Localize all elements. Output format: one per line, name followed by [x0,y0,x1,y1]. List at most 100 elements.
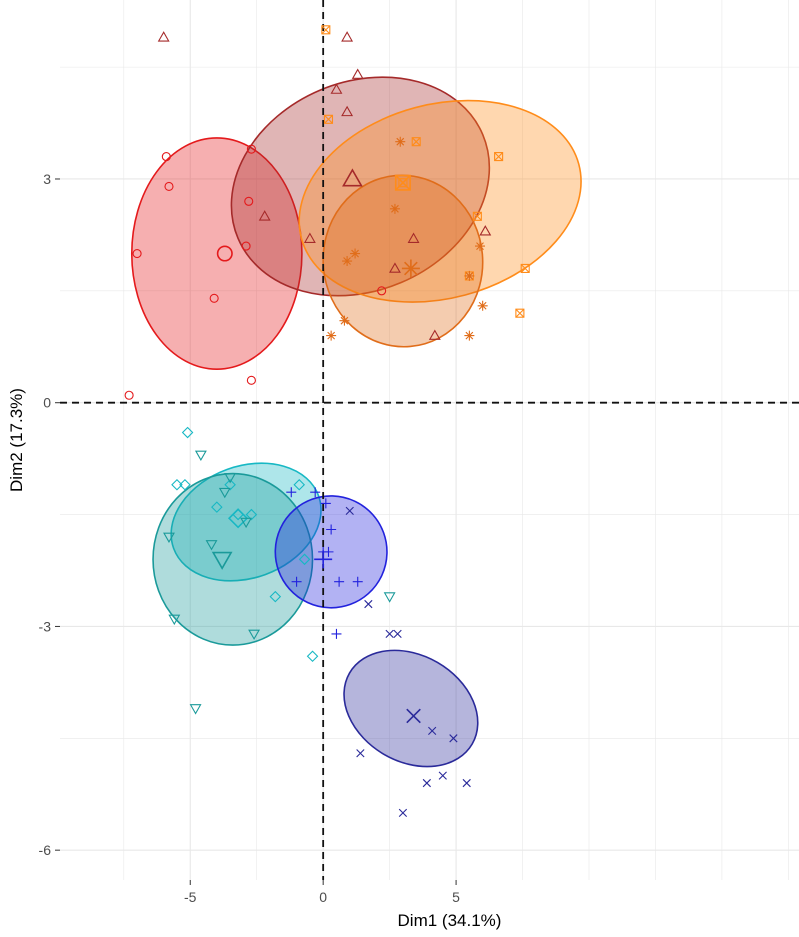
group-centroid-1 [216,245,233,262]
y-tick-label: -6 [39,842,52,858]
data-point [428,329,441,340]
data-point [224,478,236,491]
y-axis-title: Dim2 (17.3%) [7,388,26,492]
data-point [352,576,363,587]
data-point [520,263,530,274]
data-point [464,330,475,341]
data-point [395,136,406,147]
data-point [293,478,306,491]
data-point [472,211,482,221]
data-point [306,650,319,663]
data-point [449,734,458,743]
data-point [205,540,218,551]
data-point [269,590,282,603]
data-point [246,375,256,385]
grid [60,0,799,880]
data-point [334,576,345,587]
data-point [181,426,194,439]
data-point [164,181,174,191]
data-point [422,778,431,788]
data-point [341,31,354,42]
y-tick-label: 3 [43,171,51,187]
data-point [321,25,331,35]
data-points [124,25,530,818]
data-point [124,390,134,400]
x-axis-title: Dim1 (34.1%) [397,911,502,930]
data-point [286,487,297,498]
data-point [246,144,256,154]
data-point [356,749,365,758]
data-point [310,487,321,498]
data-point [339,315,350,326]
data-point [211,501,223,513]
data-point [377,286,387,296]
data-point [326,330,337,341]
data-point [326,524,337,535]
data-point [388,262,401,273]
data-point [244,196,254,206]
data-point [171,478,183,491]
data-point [258,210,271,221]
data-point [323,114,334,124]
data-point [248,629,261,641]
group-centroid-6 [211,551,233,570]
data-point [298,553,311,566]
data-point [477,300,488,311]
data-point [224,472,237,484]
data-point [194,450,207,462]
data-point [515,308,525,318]
data-point [218,487,231,499]
data-point [364,599,373,609]
data-point [189,704,202,715]
data-point [464,270,475,281]
group-centroid-5 [227,508,249,529]
data-point [383,592,396,603]
group-ellipse-3 [298,99,582,303]
data-point [179,478,191,491]
group-centroid-7 [314,550,333,569]
data-point [330,83,343,94]
data-point [345,506,354,515]
data-point [428,726,437,735]
data-point [241,241,251,251]
data-point [389,203,400,214]
data-point [245,508,258,521]
group-centroid-8 [406,708,421,724]
data-point [350,248,361,259]
y-tick-label: 0 [43,395,51,411]
data-point [411,137,421,147]
confidence-ellipses [130,76,582,768]
data-point [161,152,171,162]
data-point [168,614,181,626]
data-point [385,629,394,639]
data-point [438,771,447,780]
data-point [398,808,408,818]
axes: -5 0 5 -6 -3 0 3 [39,171,461,905]
data-point [209,293,219,303]
data-point [494,152,504,162]
data-point [475,241,486,252]
data-point [163,532,175,544]
data-point [351,68,364,79]
group-centroid-3 [394,174,411,191]
data-point [240,517,253,529]
data-point [132,249,142,259]
data-point [291,576,302,587]
data-point [407,232,420,243]
x-tick-label: -5 [184,889,197,905]
data-point [462,778,471,788]
x-tick-label: 5 [452,889,460,905]
data-point [341,105,354,117]
group-ellipse-8 [343,649,479,768]
data-point [303,232,316,243]
data-point [479,225,492,236]
y-tick-label: -3 [39,618,52,634]
x-tick-label: 0 [319,889,327,905]
group-centroid-2 [342,168,363,187]
data-point [323,546,334,557]
group-centroid-4 [401,259,420,278]
data-point [157,31,170,42]
data-point [342,256,353,267]
reference-lines [60,0,799,880]
